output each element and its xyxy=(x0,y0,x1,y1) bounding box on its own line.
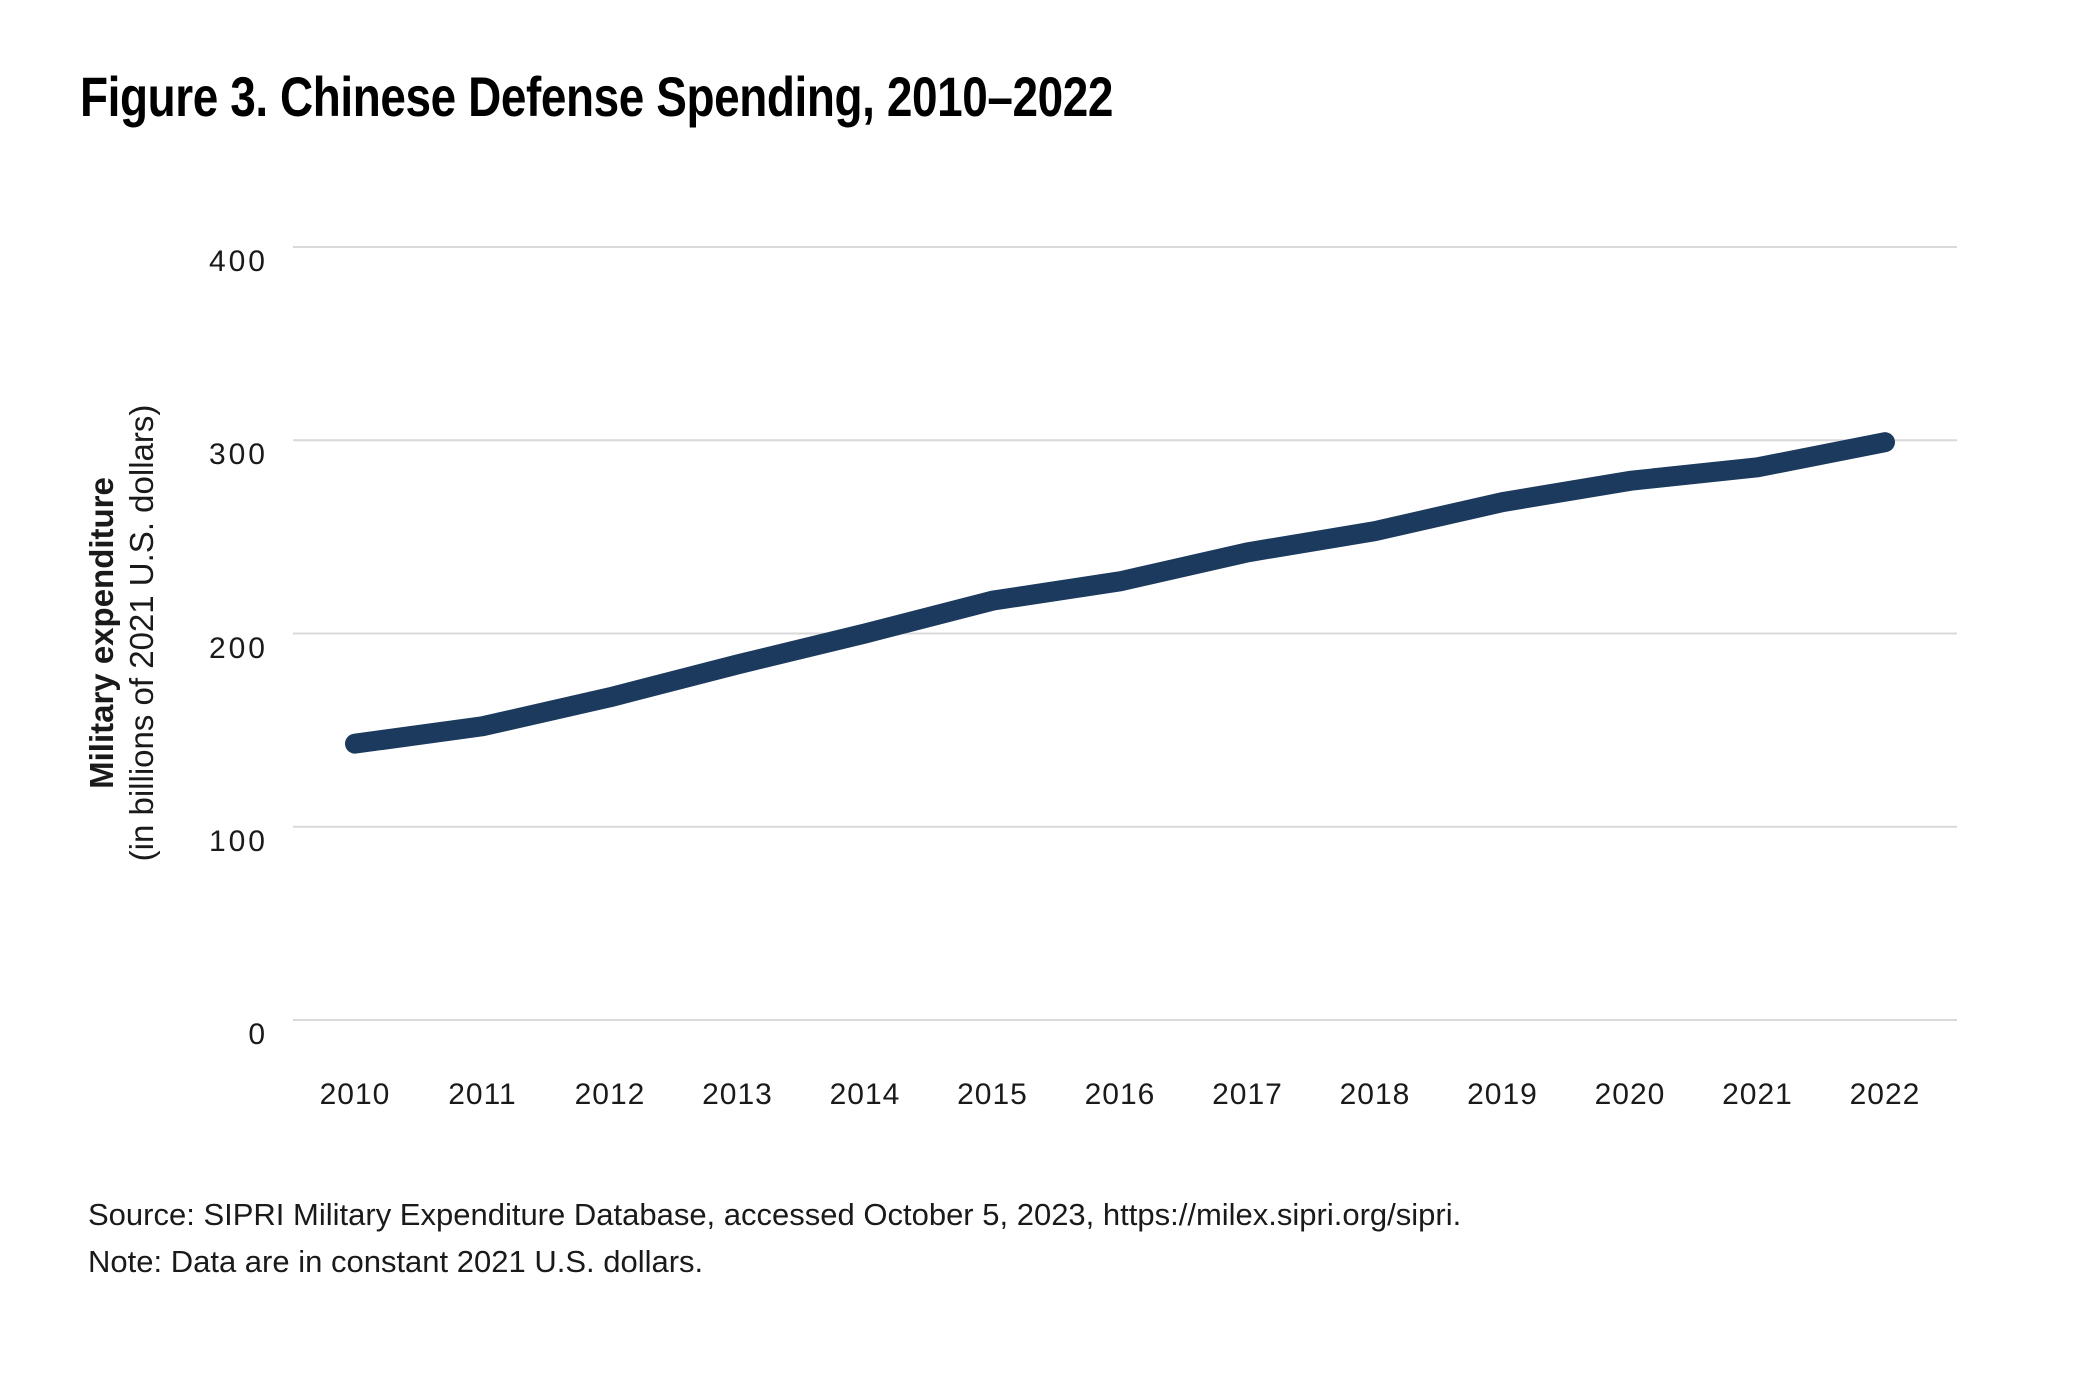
y-tick-label: 200 xyxy=(208,631,268,665)
x-tick-label: 2022 xyxy=(1849,1078,1921,1111)
x-tick-label: 2018 xyxy=(1339,1078,1411,1111)
source-text: Source: SIPRI Military Expenditure Datab… xyxy=(88,1197,1462,1232)
x-tick-label: 2016 xyxy=(1084,1078,1156,1111)
x-tick-label: 2019 xyxy=(1467,1078,1538,1111)
x-tick-label: 2010 xyxy=(319,1078,391,1111)
x-tick-label: 2013 xyxy=(702,1078,773,1111)
x-tick-label: 2017 xyxy=(1212,1078,1283,1111)
x-tick-label: 2020 xyxy=(1594,1078,1666,1111)
x-tick-label: 2021 xyxy=(1722,1078,1793,1111)
x-tick-label: 2012 xyxy=(574,1078,646,1111)
x-tick-label: 2015 xyxy=(957,1078,1028,1111)
y-tick-label: 0 xyxy=(248,1018,268,1051)
y-tick-label: 300 xyxy=(208,438,268,472)
x-tick-label: 2011 xyxy=(448,1078,517,1111)
y-tick-label: 100 xyxy=(208,824,268,858)
note-text: Note: Data are in constant 2021 U.S. dol… xyxy=(88,1244,704,1279)
x-tick-label: 2014 xyxy=(829,1078,901,1111)
data-line-china xyxy=(345,432,1895,754)
y-tick-label: 400 xyxy=(208,245,268,278)
figure-title: Figure 3. Chinese Defense Spending, 2010… xyxy=(80,65,1114,128)
